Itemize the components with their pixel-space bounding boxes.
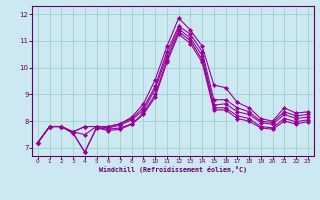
X-axis label: Windchill (Refroidissement éolien,°C): Windchill (Refroidissement éolien,°C): [99, 166, 247, 173]
